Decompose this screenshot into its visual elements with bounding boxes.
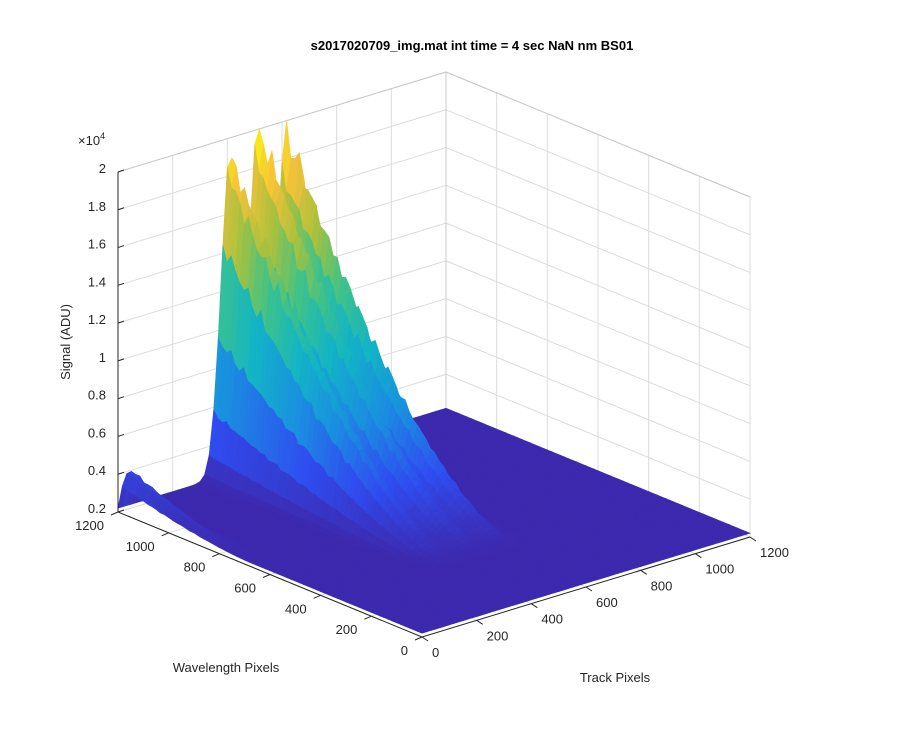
grid-line bbox=[445, 335, 751, 462]
surface-plot bbox=[117, 120, 751, 634]
grid-line bbox=[445, 109, 751, 236]
grid-line bbox=[445, 260, 751, 387]
grid-line bbox=[445, 373, 751, 500]
grid-line bbox=[445, 222, 751, 349]
grid-line bbox=[445, 298, 751, 425]
box-edge bbox=[445, 71, 751, 198]
box-edge bbox=[117, 71, 447, 173]
grid-line bbox=[445, 184, 751, 311]
grid-line bbox=[445, 147, 751, 274]
